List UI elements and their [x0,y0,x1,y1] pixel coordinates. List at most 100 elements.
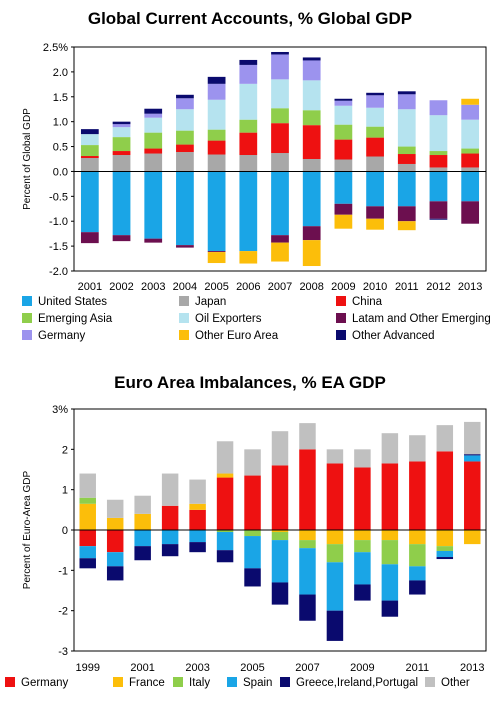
legend-label: Italy [189,677,210,689]
bar-segment [134,530,151,547]
bar-segment [80,134,99,146]
bar-segment [79,473,96,498]
legend-item: Other Advanced [336,330,434,342]
legend-swatch [179,313,189,323]
x-tick-label: 2005 [240,662,264,674]
x-tick-label: 1999 [75,662,99,674]
bar-segment [397,146,416,155]
bar-segment [134,513,151,530]
bar-segment [397,171,416,207]
legend-label: Emerging Asia [38,313,113,325]
legend-label: Germany [21,677,69,689]
bar-segment [207,251,226,253]
y-tick-label: -2 [58,606,68,618]
bar-segment [464,454,481,456]
bar-segment [112,171,131,236]
bar-segment [134,495,151,514]
bar-segment [106,517,124,530]
bar-segment [239,119,258,133]
bar-segment [461,104,480,120]
bar-segment [176,144,194,153]
legend-swatch [227,677,237,687]
bar-segment [409,544,426,567]
bar-segment [271,54,289,80]
bar-segment [429,115,448,152]
bar-segment [461,98,480,105]
bar-segment [271,153,289,172]
y-tick-label: 0.5 [53,142,68,154]
legend-swatch [179,330,189,340]
bar-segment [271,79,289,109]
bar-segment [354,530,371,541]
bar-segment [271,171,289,236]
bar-segment [366,171,384,207]
bar-segment [79,503,96,530]
bar-segment [112,137,131,152]
bar-segment [244,568,261,587]
bar-segment [207,129,226,141]
bar-segment [299,423,316,450]
y-tick-label: -1.0 [49,216,68,228]
bar-segment [461,171,480,202]
bar-segment [429,155,448,168]
legend-swatch [336,330,346,340]
y-tick-label: -1.5 [49,241,68,253]
legend-item: Germany [5,677,69,689]
bar-segment [239,251,258,264]
bar-segment [271,235,289,243]
x-tick-label: 2001 [130,662,154,674]
y-tick-label: -3 [58,646,68,658]
bar-segment [79,530,96,547]
y-tick-label: 2.0 [53,67,68,79]
bar-segment [334,124,353,140]
bar-segment [429,218,448,220]
bar-segment [334,171,353,204]
legend-label: Germany [38,330,86,342]
bar-segment [302,226,321,241]
bar-segment [334,100,353,106]
bar-segment [106,530,124,553]
x-tick-label: 2008 [299,281,323,293]
bar-segment [326,544,344,563]
y-tick-label: 3% [52,404,68,416]
x-tick-label: 2012 [426,281,450,293]
bar-segment [366,95,384,108]
bar-segment [366,92,384,96]
bar-segment [299,594,316,621]
x-tick-label: 2003 [141,281,165,293]
legend-swatch [173,677,183,687]
bar-segment [80,158,99,172]
legend-label: United States [38,296,107,308]
bar-segment [354,449,371,468]
bar-segment [429,167,448,172]
bar-segment [366,126,384,138]
plot-frame [73,46,487,272]
bar-segment [397,163,416,172]
legend-swatch [22,296,32,306]
x-tick-label: 2011 [395,281,419,293]
legend-item: Latam and Other Emerging [336,313,491,325]
bar-segment [354,552,371,585]
bar-segment [176,109,194,131]
bar-segment [366,137,384,157]
x-tick-label: 2002 [109,281,133,293]
bar-segment [207,154,226,172]
bar-segment [461,119,480,149]
bar-segment [239,59,258,65]
bar-segment [409,580,426,595]
bar-segment [189,542,206,553]
bar-segment [436,530,454,547]
bar-segment [397,206,416,222]
bar-segment [464,530,481,545]
bar-segment [239,64,258,84]
x-tick-label: 2006 [236,281,260,293]
bar-segment [144,148,163,154]
bar-segment [80,156,99,159]
bar-segment [302,240,321,267]
bar-segment [271,108,289,124]
chart-title: Global Current Accounts, % Global GDP [88,9,412,28]
bar-segment [354,584,371,601]
bar-segment [397,94,416,110]
legend-label: China [352,296,383,308]
bar-segment [409,530,426,545]
